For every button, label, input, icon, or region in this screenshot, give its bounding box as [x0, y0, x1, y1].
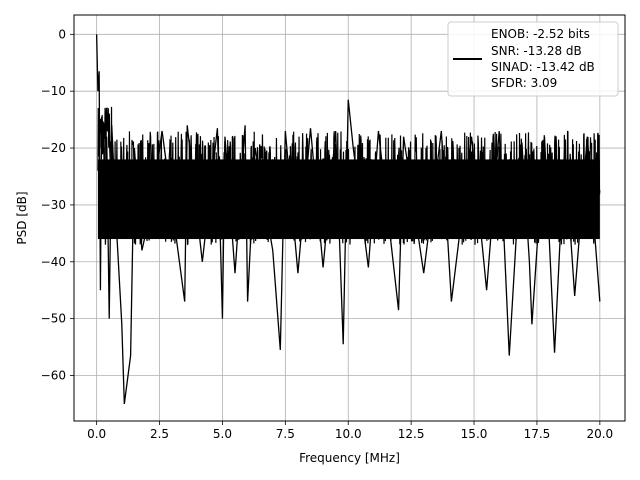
y-tick-label: −20 — [41, 141, 66, 155]
legend-entry-enob: ENOB: -2.52 bits — [491, 27, 590, 41]
legend: ENOB: -2.52 bits SNR: -13.28 dB SINAD: -… — [447, 21, 619, 97]
psd-noise-trace — [97, 106, 601, 246]
x-tick-label: 7.5 — [276, 427, 295, 441]
y-tick-label: −60 — [41, 369, 66, 383]
plot-area — [95, 34, 601, 405]
y-tick-label: −40 — [41, 255, 66, 269]
legend-box — [447, 21, 619, 97]
x-tick-label: 17.5 — [524, 427, 551, 441]
x-tick-label: 5.0 — [213, 427, 232, 441]
y-tick-label: −10 — [41, 84, 66, 98]
y-tick-label: 0 — [58, 27, 66, 41]
legend-entry-sfdr: SFDR: 3.09 — [491, 76, 557, 90]
x-tick-label: 10.0 — [335, 427, 362, 441]
y-tick-label: −30 — [41, 198, 66, 212]
x-tick-label: 12.5 — [398, 427, 425, 441]
legend-entry-snr: SNR: -13.28 dB — [491, 44, 582, 58]
y-axis: 0 −10 −20 −30 −40 −50 −60 — [41, 27, 74, 383]
x-tick-label: 15.0 — [461, 427, 488, 441]
x-axis-label: Frequency [MHz] — [299, 451, 400, 465]
x-tick-label: 0.0 — [87, 427, 106, 441]
x-axis: 0.0 2.5 5.0 7.5 10.0 12.5 15.0 17.5 20.0 — [87, 421, 613, 441]
plot-frame — [73, 14, 626, 422]
x-tick-label: 2.5 — [150, 427, 169, 441]
legend-entry-sinad: SINAD: -13.42 dB — [491, 60, 595, 74]
x-tick-label: 20.0 — [586, 427, 613, 441]
psd-series-line — [95, 34, 601, 405]
y-axis-label: PSD [dB] — [15, 191, 29, 244]
y-tick-label: −50 — [41, 312, 66, 326]
